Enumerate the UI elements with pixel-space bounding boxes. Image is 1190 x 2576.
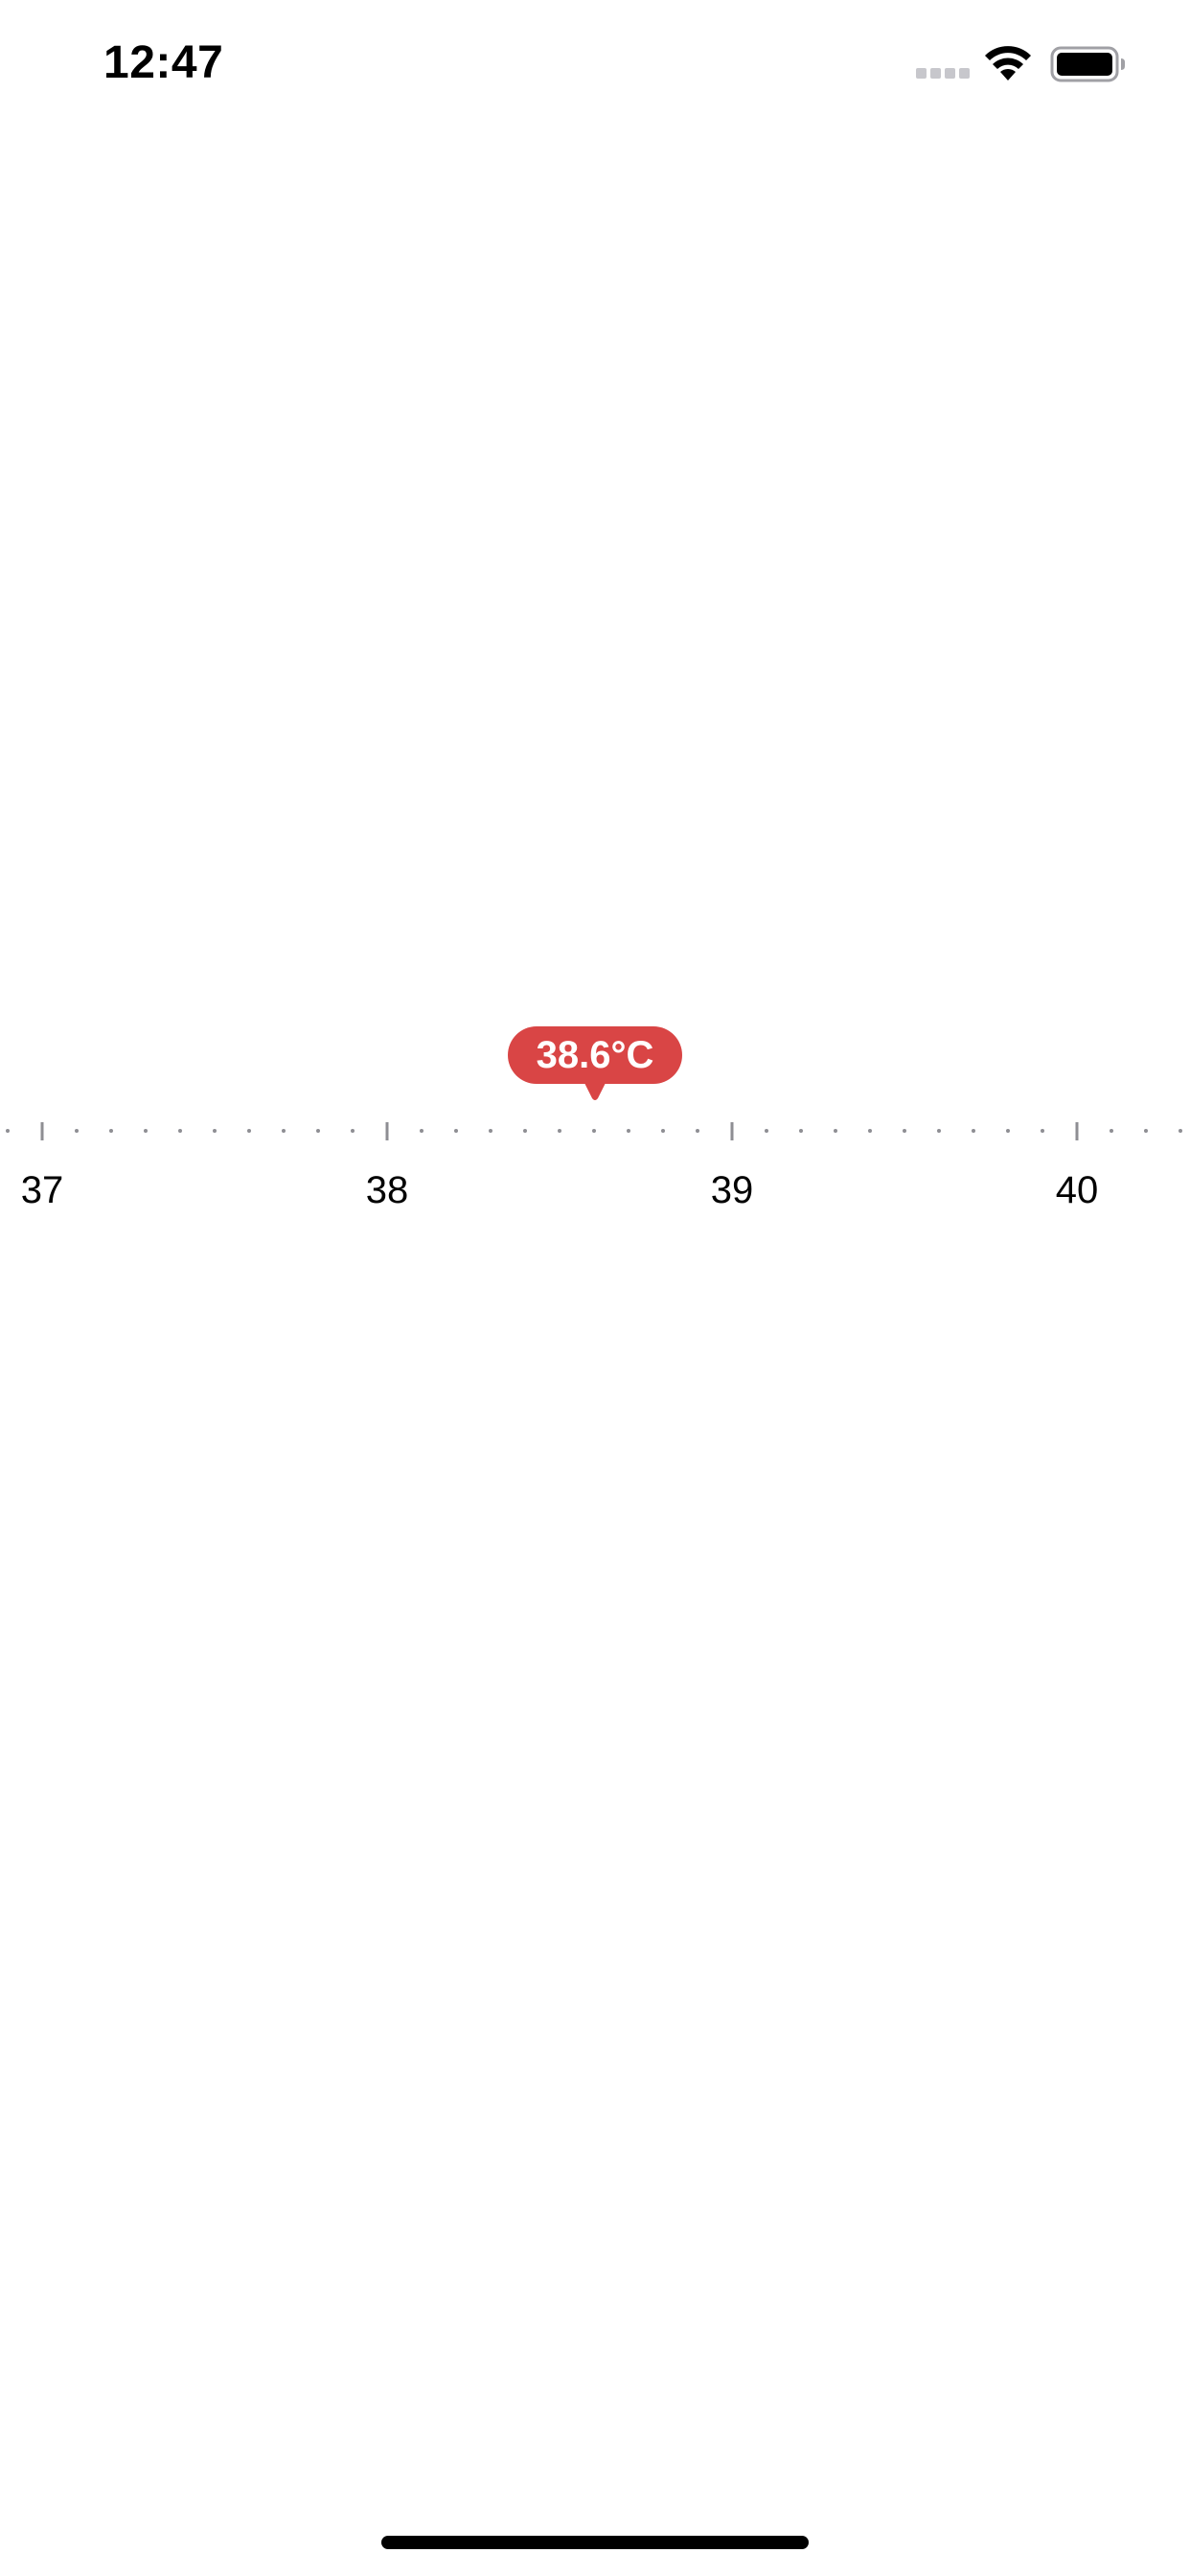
ruler-minor-tick	[351, 1129, 355, 1133]
ruler-minor-tick	[627, 1129, 630, 1133]
ruler-label-37: 37	[20, 1169, 64, 1211]
cellular-signal-icon	[916, 68, 972, 81]
battery-icon	[1050, 46, 1125, 82]
ruler-minor-tick	[765, 1129, 768, 1133]
status-bar: 12:47	[0, 0, 1190, 134]
ruler-minor-tick	[75, 1129, 79, 1133]
ruler-minor-tick	[489, 1129, 492, 1133]
ruler-minor-tick	[109, 1129, 113, 1133]
temperature-ruler[interactable]: 37 38 39 40	[0, 1006, 1190, 1236]
wifi-icon	[985, 46, 1031, 80]
ruler-minor-tick	[523, 1129, 527, 1133]
ruler-minor-tick	[178, 1129, 182, 1133]
ruler-minor-tick	[696, 1129, 699, 1133]
ruler-minor-tick	[937, 1129, 941, 1133]
bubble-pointer-icon	[584, 1081, 606, 1100]
ruler-minor-tick	[454, 1129, 458, 1133]
ruler-label-38: 38	[365, 1169, 409, 1211]
ruler-ticks	[6, 1122, 1182, 1140]
selected-value-bubble: 38.6°C	[508, 1026, 682, 1084]
ruler-label-40: 40	[1055, 1169, 1099, 1211]
ruler-label-39: 39	[710, 1169, 754, 1211]
ruler-minor-tick	[420, 1129, 423, 1133]
ruler-minor-tick	[972, 1129, 975, 1133]
ruler-minor-tick	[6, 1129, 10, 1133]
ruler-minor-tick	[558, 1129, 561, 1133]
ruler-minor-tick	[1110, 1129, 1113, 1133]
ruler-minor-tick	[213, 1129, 217, 1133]
ruler-minor-tick	[1179, 1129, 1182, 1133]
ruler-minor-tick	[1041, 1129, 1044, 1133]
home-indicator[interactable]	[381, 2536, 809, 2549]
ruler-minor-tick	[1006, 1129, 1010, 1133]
status-time: 12:47	[103, 37, 224, 88]
ruler-minor-tick	[868, 1129, 872, 1133]
ruler-minor-tick	[661, 1129, 665, 1133]
ruler-minor-tick	[316, 1129, 320, 1133]
ruler-minor-tick	[903, 1129, 906, 1133]
ruler-minor-tick	[834, 1129, 837, 1133]
ruler-minor-tick	[592, 1129, 596, 1133]
ruler-minor-tick	[1144, 1129, 1148, 1133]
ruler-minor-tick	[247, 1129, 251, 1133]
ruler-minor-tick	[144, 1129, 148, 1133]
ruler-minor-tick	[282, 1129, 286, 1133]
ruler-minor-tick	[799, 1129, 803, 1133]
